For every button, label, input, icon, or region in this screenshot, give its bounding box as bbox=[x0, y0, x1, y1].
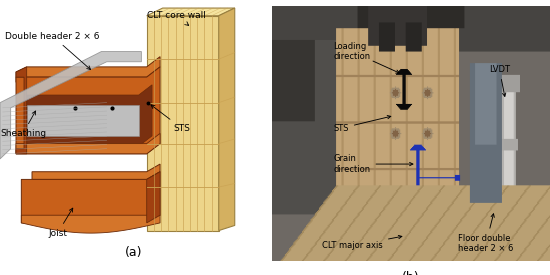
Text: CLT core wall: CLT core wall bbox=[147, 11, 206, 25]
Polygon shape bbox=[16, 57, 160, 82]
Polygon shape bbox=[21, 215, 160, 233]
Text: STS: STS bbox=[151, 105, 190, 133]
Polygon shape bbox=[147, 172, 160, 223]
Text: LVDT: LVDT bbox=[489, 65, 510, 97]
Text: (a): (a) bbox=[125, 246, 142, 259]
Text: STS: STS bbox=[333, 116, 391, 133]
Polygon shape bbox=[26, 105, 139, 136]
Polygon shape bbox=[147, 8, 235, 16]
Text: Double header 2 × 6: Double header 2 × 6 bbox=[6, 32, 100, 70]
Text: Grain
direction: Grain direction bbox=[333, 154, 413, 174]
Polygon shape bbox=[0, 51, 141, 159]
Text: Loading
direction: Loading direction bbox=[333, 42, 399, 73]
Polygon shape bbox=[16, 67, 26, 154]
Polygon shape bbox=[16, 67, 160, 154]
Polygon shape bbox=[16, 133, 160, 154]
Text: Sheathing: Sheathing bbox=[0, 111, 46, 138]
Polygon shape bbox=[147, 16, 219, 230]
Polygon shape bbox=[21, 172, 160, 223]
Polygon shape bbox=[219, 8, 235, 230]
Polygon shape bbox=[32, 164, 160, 179]
Text: Floor double
header 2 × 6: Floor double header 2 × 6 bbox=[458, 214, 514, 253]
Text: CLT major axis: CLT major axis bbox=[322, 235, 402, 251]
Text: Joist: Joist bbox=[48, 208, 73, 238]
Text: (b): (b) bbox=[402, 271, 420, 275]
Polygon shape bbox=[26, 85, 152, 146]
